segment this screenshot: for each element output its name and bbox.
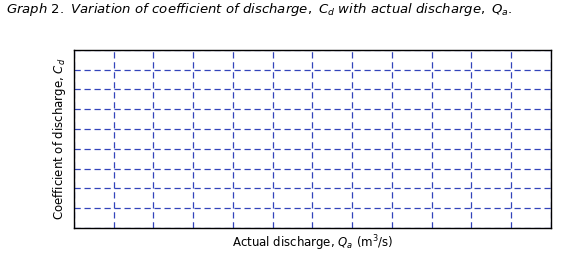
Text: $\it{Graph\ 2.\ Variation\ of\ coefficient\ of\ discharge,\ C_d\ with\ actual\ d: $\it{Graph\ 2.\ Variation\ of\ coefficie… — [6, 1, 512, 18]
Y-axis label: Coefficient of discharge, $C_d$: Coefficient of discharge, $C_d$ — [51, 58, 68, 220]
X-axis label: Actual discharge, $Q_a$ (m$^3$/s): Actual discharge, $Q_a$ (m$^3$/s) — [232, 233, 393, 253]
